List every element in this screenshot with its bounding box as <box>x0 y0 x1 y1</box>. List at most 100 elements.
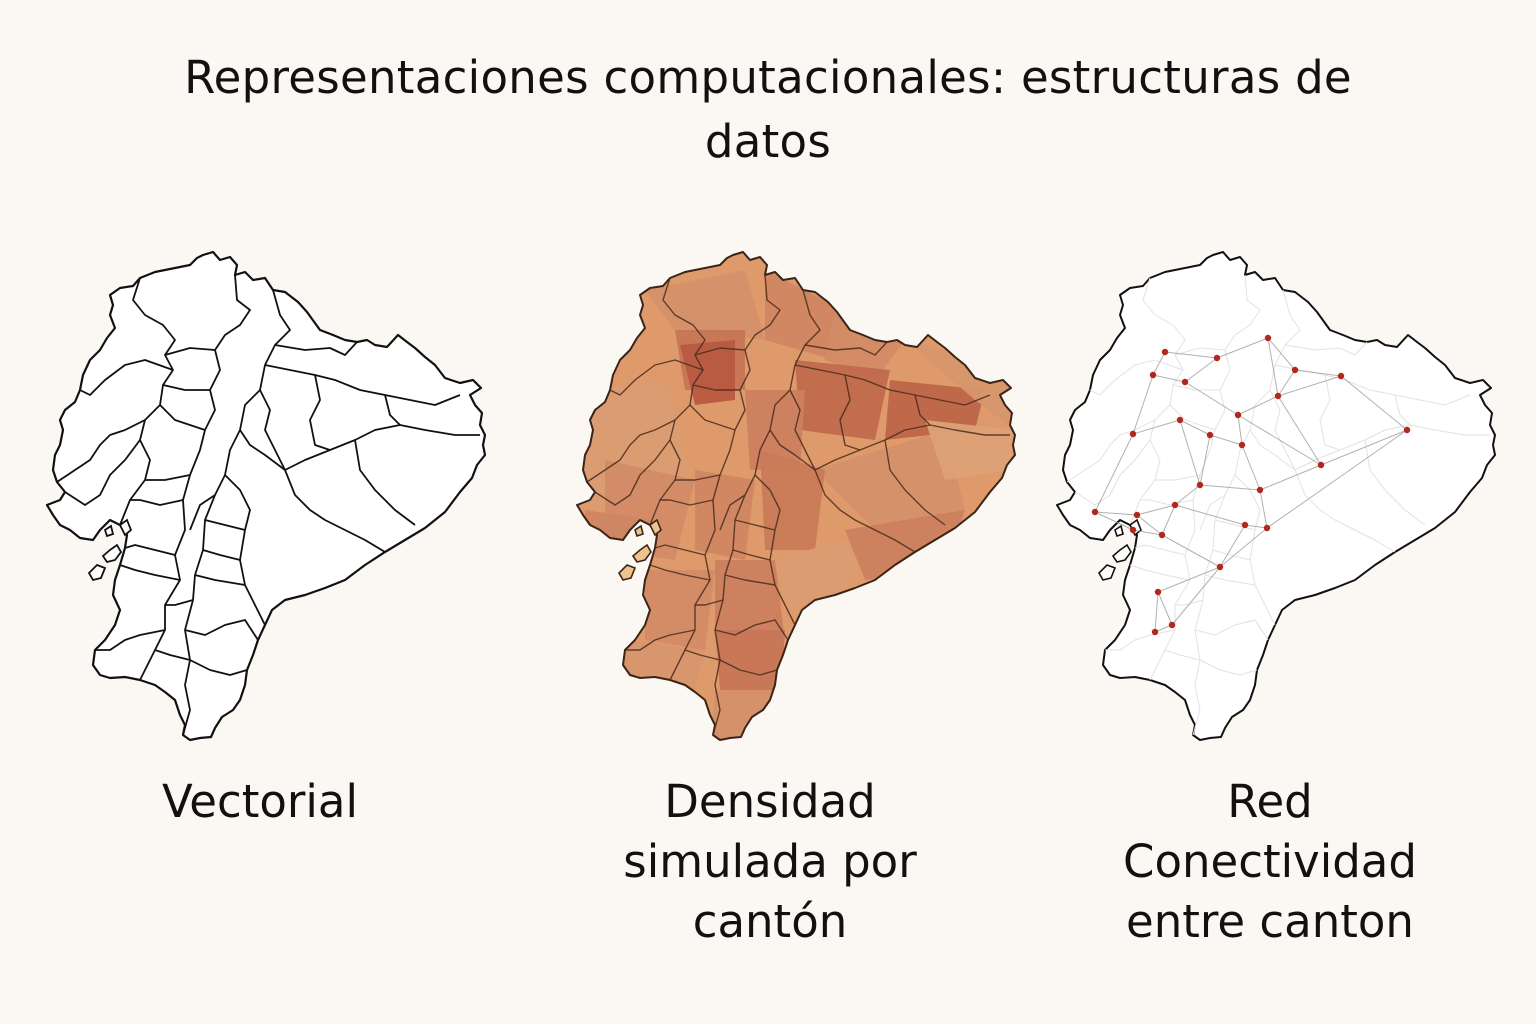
canton-border <box>139 274 251 681</box>
faint-border <box>1319 374 1341 451</box>
density-canton-fill <box>695 470 755 560</box>
network-edge <box>1266 429 1408 529</box>
canton-border <box>189 659 248 676</box>
canton-border <box>130 499 184 506</box>
canton-border <box>914 394 931 426</box>
network-edge <box>1216 337 1269 359</box>
canton-border <box>769 429 816 471</box>
canton-border <box>182 289 291 736</box>
canton-border <box>95 629 166 651</box>
canton-border <box>204 519 246 531</box>
network-node <box>1171 501 1179 509</box>
network-edge <box>1277 375 1342 397</box>
density-canton-fill <box>815 430 965 530</box>
page-title: Representaciones computacionales: estruc… <box>0 46 1536 174</box>
canton-border <box>884 439 946 526</box>
density-canton-fill <box>715 630 785 700</box>
caption-red-line-2: Conectividad <box>1123 835 1417 888</box>
network-edge <box>1199 434 1211 486</box>
canton-border <box>274 341 358 356</box>
canton-border <box>162 384 210 391</box>
faint-border <box>1134 544 1186 556</box>
network-edge <box>1154 591 1159 633</box>
network-edge <box>1219 524 1246 568</box>
country-outline <box>1056 251 1496 741</box>
canton-border <box>660 499 714 506</box>
network-edge <box>1320 429 1408 466</box>
network-edge <box>1237 414 1243 446</box>
faint-border <box>1294 424 1490 471</box>
canton-border <box>754 474 796 626</box>
network-edge <box>1209 434 1243 446</box>
faint-border <box>1149 274 1261 681</box>
network-edge <box>1259 464 1322 491</box>
canton-border <box>284 424 480 471</box>
canton-border <box>145 474 191 481</box>
faint-border <box>1175 599 1204 606</box>
network-edge <box>1171 566 1221 626</box>
faint-border <box>1294 469 1396 553</box>
canton-border <box>184 619 259 641</box>
network-edge <box>1174 484 1201 506</box>
network-node <box>1091 508 1099 516</box>
canton-border <box>732 549 771 561</box>
density-canton-fill <box>775 530 875 610</box>
network-node <box>1216 563 1224 571</box>
network-node <box>1154 588 1162 596</box>
network-node <box>1263 524 1271 532</box>
canton-border <box>689 404 736 431</box>
canton-border <box>794 364 991 406</box>
canton-border <box>669 274 781 681</box>
faint-border <box>1284 341 1368 356</box>
canton-border <box>649 564 711 581</box>
network-edge <box>1094 511 1134 531</box>
faint-border <box>1249 429 1296 471</box>
density-map <box>576 251 1016 741</box>
island <box>631 543 652 563</box>
canton-border <box>119 564 181 581</box>
network-node <box>1133 511 1141 519</box>
network-node <box>1213 354 1221 362</box>
canton-border <box>719 659 778 676</box>
canton-border <box>64 439 141 506</box>
density-canton-fill <box>645 270 765 340</box>
caption-densidad: Densidad simulada por cantón <box>530 772 1010 952</box>
caption-red-line-3: entre canton <box>1126 895 1414 948</box>
canton-border <box>124 544 176 556</box>
faint-border <box>1105 629 1176 651</box>
faint-border <box>1192 289 1301 736</box>
network-node <box>1196 481 1204 489</box>
canton-border <box>154 649 191 661</box>
network-country-outline <box>1056 251 1496 741</box>
island <box>1098 564 1117 581</box>
network-edge <box>1237 414 1322 466</box>
network-edge <box>1294 369 1342 377</box>
network-edge <box>1136 504 1176 516</box>
network-edge <box>1199 484 1261 491</box>
vector-map <box>45 250 487 742</box>
network-map <box>1056 251 1496 741</box>
canton-border <box>165 599 194 606</box>
canton-border <box>804 341 888 356</box>
network-edge <box>1340 375 1408 431</box>
network-node <box>1151 628 1159 636</box>
canton-border <box>625 629 696 651</box>
network-edge <box>1136 514 1163 536</box>
network-edge <box>1132 374 1154 435</box>
vector-regions <box>45 250 487 742</box>
canton-border <box>654 544 706 556</box>
network-node <box>1206 431 1214 439</box>
network-node <box>1129 430 1137 438</box>
network-node <box>1234 411 1242 419</box>
density-regions <box>576 251 1016 741</box>
network-edge <box>1179 419 1201 486</box>
canton-border <box>694 347 746 356</box>
canton-border <box>202 549 241 561</box>
canton-border <box>56 419 146 483</box>
canton-border <box>164 347 216 356</box>
canton-border <box>789 389 816 471</box>
canton-border <box>586 419 676 483</box>
caption-vectorial: Vectorial <box>20 772 500 832</box>
network-edge <box>1237 395 1279 416</box>
canton-border <box>309 374 331 451</box>
